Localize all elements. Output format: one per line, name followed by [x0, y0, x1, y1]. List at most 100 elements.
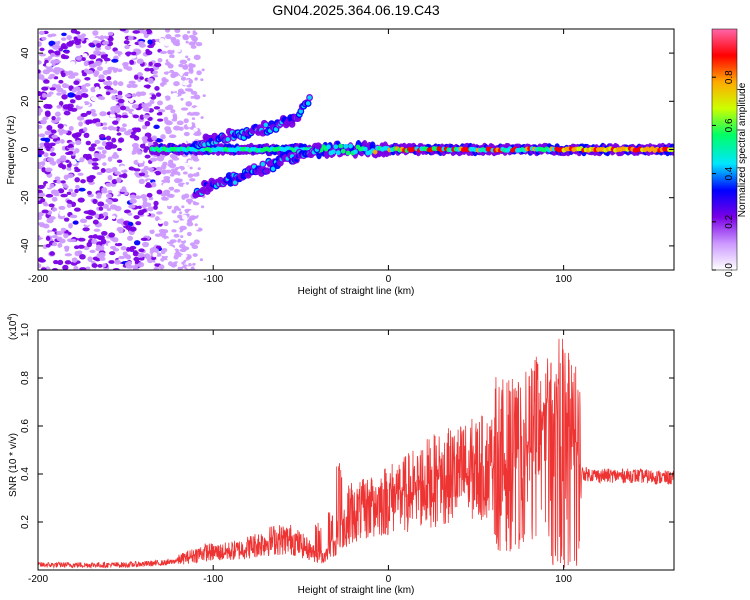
- heatmap-cell: [89, 210, 96, 216]
- snr-scale-prefix: (x10: [8, 320, 19, 340]
- heatmap-cell: [137, 262, 145, 268]
- heatmap-cell: [66, 203, 72, 208]
- heatmap-cell: [88, 42, 95, 47]
- heatmap-cell: [48, 203, 55, 208]
- heatmap-cell: [75, 184, 80, 189]
- colorbar-tick-label: 0.4: [724, 166, 735, 180]
- heatmap-cell: [113, 259, 121, 265]
- heatmap-cell: [153, 62, 162, 68]
- heatmap-cell: [127, 235, 134, 241]
- heatmap-cell: [47, 232, 55, 236]
- heatmap-cell: [196, 171, 200, 175]
- heatmap-cell: [186, 255, 191, 259]
- heatmap-cell: [163, 259, 169, 266]
- heatmap-cell: [40, 161, 46, 167]
- heatmap-cell: [362, 146, 368, 152]
- heatmap-cell: [199, 258, 204, 262]
- heatmap-cell: [165, 120, 173, 126]
- heatmap-cell: [73, 80, 80, 86]
- heatmap-cell: [188, 67, 194, 73]
- heatmap-cell: [119, 119, 127, 124]
- heatmap-cell: [160, 250, 166, 255]
- heatmap-cell: [143, 253, 151, 259]
- heatmap-cell: [43, 202, 49, 207]
- heatmap-cell: [38, 30, 45, 35]
- heatmap-cell: [92, 30, 99, 36]
- heatmap-cell: [45, 243, 51, 248]
- heatmap-cell: [348, 143, 353, 149]
- heatmap-cell: [38, 184, 45, 189]
- heatmap-cell: [116, 177, 122, 183]
- heatmap-cell: [162, 182, 171, 188]
- heatmap-cell: [326, 144, 331, 150]
- heatmap-cell: [178, 126, 184, 131]
- heatmap-cell: [41, 209, 49, 214]
- heatmap-cell: [118, 228, 123, 234]
- heatmap-cell: [137, 158, 144, 164]
- heatmap-cell: [170, 72, 177, 79]
- heatmap-cell: [122, 251, 128, 257]
- heatmap-cell: [80, 112, 88, 118]
- heatmap-cell: [125, 224, 132, 231]
- heatmap-cell: [75, 95, 81, 100]
- heatmap-cell: [193, 226, 199, 231]
- x-tick-label: 100: [555, 274, 572, 285]
- heatmap-cell: [135, 221, 142, 226]
- heatmap-cell: [107, 31, 114, 36]
- heatmap-cell: [83, 60, 89, 67]
- heatmap-cell: [177, 238, 181, 242]
- heatmap-cell: [183, 183, 190, 188]
- heatmap-cell: [97, 146, 105, 150]
- heatmap-cell: [43, 79, 50, 84]
- heatmap-cell: [79, 157, 85, 163]
- heatmap-cell: [145, 50, 153, 56]
- heatmap-cell: [107, 69, 112, 74]
- heatmap-cell: [73, 86, 81, 91]
- heatmap-cell: [93, 228, 101, 232]
- heatmap-cell: [102, 263, 107, 268]
- heatmap-cell: [183, 131, 190, 137]
- heatmap-cell: [100, 238, 107, 245]
- heatmap-cell: [176, 120, 184, 126]
- heatmap-cell: [40, 137, 48, 142]
- heatmap-cell: [111, 237, 119, 243]
- heatmap-cell: [80, 179, 86, 184]
- heatmap-cell: [146, 217, 153, 222]
- heatmap-cell: [63, 245, 70, 250]
- heatmap-cell: [188, 263, 192, 266]
- heatmap-cell: [170, 109, 176, 114]
- heatmap-cell: [112, 247, 120, 252]
- heatmap-cell: [131, 142, 139, 149]
- heatmap-cell: [68, 222, 73, 229]
- heatmap-cell: [60, 227, 67, 232]
- heatmap-cell: [263, 122, 268, 128]
- heatmap-cell: [97, 201, 105, 207]
- heatmap-cell: [191, 37, 198, 42]
- heatmap-cell: [188, 107, 196, 113]
- heatmap-cell: [157, 58, 163, 63]
- heatmap-cell: [112, 80, 118, 86]
- heatmap-cell: [91, 112, 98, 117]
- heatmap-cell: [101, 140, 107, 147]
- heatmap-cell: [173, 125, 181, 131]
- heatmap-cell: [102, 211, 109, 217]
- heatmap-cell: [159, 37, 165, 44]
- heatmap-cell: [189, 48, 196, 54]
- heatmap-cell: [76, 115, 85, 121]
- heatmap-cell: [101, 231, 108, 236]
- heatmap-cell: [288, 120, 296, 128]
- heatmap-cell: [49, 73, 56, 78]
- heatmap-cell: [107, 156, 113, 162]
- heatmap-cell: [142, 241, 150, 248]
- heatmap-cell: [73, 265, 79, 270]
- heatmap-cell: [73, 207, 81, 212]
- heatmap-cell: [42, 116, 49, 121]
- heatmap-cell: [128, 80, 136, 85]
- colorbar-tick-label: 0.8: [724, 70, 735, 84]
- heatmap-cell: [49, 152, 57, 157]
- y-tick-label: -20: [20, 190, 31, 205]
- heatmap-cell: [164, 29, 171, 33]
- heatmap-cell: [127, 212, 133, 216]
- heatmap-cell: [57, 242, 63, 248]
- heatmap-cell: [180, 107, 189, 111]
